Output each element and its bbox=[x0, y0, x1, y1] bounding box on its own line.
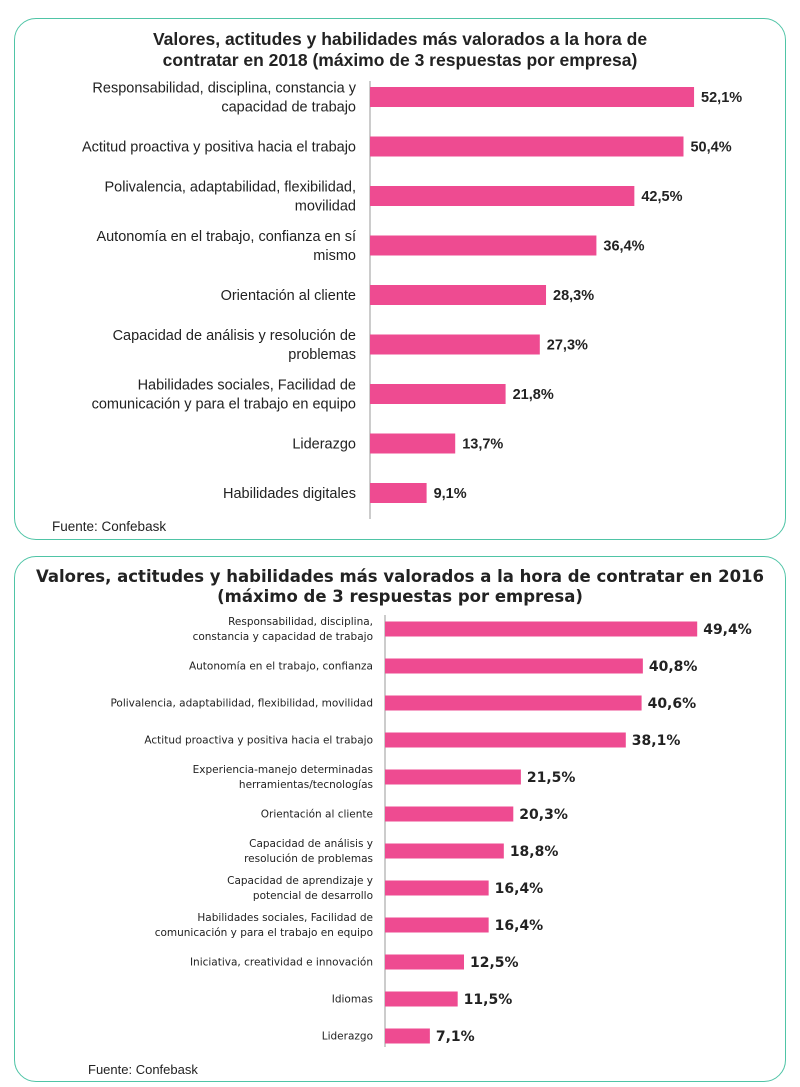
category-label-5-line-1: Experiencia-manejo determinadas bbox=[193, 764, 373, 776]
value-label-3: 40,6% bbox=[648, 696, 697, 712]
value-label-6: 20,3% bbox=[519, 807, 568, 823]
category-label-1-line-1: Responsabilidad, disciplina, bbox=[228, 616, 373, 628]
chart-title-2018-line-1: Valores, actitudes y habilidades más val… bbox=[152, 29, 648, 49]
value-label-10: 12,5% bbox=[470, 955, 519, 971]
bar-2 bbox=[370, 136, 684, 157]
bar-4 bbox=[385, 732, 626, 748]
bar-6 bbox=[370, 334, 540, 355]
bar-11 bbox=[385, 991, 458, 1007]
bar-7 bbox=[385, 843, 504, 859]
bar-12 bbox=[385, 1028, 430, 1044]
bar-6 bbox=[385, 806, 514, 822]
bar-9 bbox=[370, 483, 427, 503]
value-label-9: 9,1% bbox=[434, 486, 467, 502]
category-label-3-line-2: movilidad bbox=[295, 199, 356, 215]
value-label-5: 21,5% bbox=[527, 770, 576, 786]
bar-10 bbox=[385, 954, 464, 970]
category-label-9-line-2: comunicación y para el trabajo en equipo bbox=[155, 927, 373, 939]
category-label-3-line-1: Polivalencia, adaptabilidad, flexibilida… bbox=[105, 180, 357, 196]
bar-chart-2016: 49,4% Responsabilidad, disciplina, constan… bbox=[110, 615, 752, 1047]
category-label-6-line-1: Orientación al cliente bbox=[261, 809, 373, 821]
source-note-2016: Fuente: Confebask bbox=[88, 1062, 198, 1077]
bar-1 bbox=[370, 87, 695, 107]
chart-title-2016: Valores, actitudes y habilidades más val… bbox=[15, 567, 785, 607]
bar-4 bbox=[370, 235, 597, 256]
value-label-3: 42,5% bbox=[641, 189, 682, 205]
category-label-7-line-1: Capacidad de análisis y bbox=[249, 838, 373, 850]
category-label-11-line-1: Idiomas bbox=[332, 994, 373, 1006]
category-label-5-line-2: herramientas/tecnologías bbox=[239, 779, 373, 791]
category-label-7-line-2: comunicación y para el trabajo en equipo bbox=[92, 397, 356, 413]
category-label-9-line-1: Habilidades sociales, Facilidad de bbox=[197, 912, 373, 924]
category-label-4-line-1: Autonomía en el trabajo, confianza en sí bbox=[96, 229, 356, 245]
chart-title-2018: Valores, actitudes y habilidades más val… bbox=[15, 29, 785, 71]
value-label-1: 49,4% bbox=[703, 622, 752, 638]
bar-3 bbox=[385, 695, 642, 711]
category-label-7-line-1: Habilidades sociales, Facilidad de bbox=[138, 378, 356, 394]
category-label-1-line-2: constancia y capacidad de trabajo bbox=[193, 631, 373, 643]
value-label-4: 38,1% bbox=[632, 733, 681, 749]
value-label-11: 11,5% bbox=[464, 992, 513, 1008]
category-label-2-line-1: Actitud proactiva y positiva hacia el tr… bbox=[82, 140, 356, 156]
category-label-4-line-2: mismo bbox=[313, 248, 356, 264]
category-label-4-line-1: Actitud proactiva y positiva hacia el tr… bbox=[144, 735, 373, 747]
chart-panel-2016: Valores, actitudes y habilidades más val… bbox=[14, 556, 786, 1082]
value-label-1: 52,1% bbox=[701, 90, 742, 106]
bar-5 bbox=[370, 285, 547, 305]
bar-9 bbox=[385, 917, 489, 933]
bar-5 bbox=[385, 769, 521, 785]
chart-title-2018-line-2: contratar en 2018 (máximo de 3 respuesta… bbox=[162, 50, 638, 70]
value-label-5: 28,3% bbox=[553, 288, 594, 304]
value-label-9: 16,4% bbox=[495, 918, 544, 934]
chart-title-2016-line-1: Valores, actitudes y habilidades más val… bbox=[35, 567, 765, 586]
category-label-8-line-1: Liderazgo bbox=[292, 437, 356, 453]
bar-1 bbox=[385, 621, 698, 637]
bar-2 bbox=[385, 658, 643, 674]
source-note-2018: Fuente: Confebask bbox=[52, 519, 167, 534]
bar-8 bbox=[385, 880, 489, 896]
value-label-2: 40,8% bbox=[649, 659, 698, 675]
value-label-8: 13,7% bbox=[462, 437, 503, 453]
chart-title-2016-line-2: (máximo de 3 respuestas por empresa) bbox=[217, 587, 583, 606]
bar-3 bbox=[370, 186, 635, 206]
category-label-6-line-2: problemas bbox=[288, 347, 356, 363]
category-label-8-line-2: potencial de desarrollo bbox=[253, 890, 373, 902]
category-label-2-line-1: Autonomía en el trabajo, confianza bbox=[189, 661, 373, 673]
value-label-7: 18,8% bbox=[510, 844, 559, 860]
value-label-6: 27,3% bbox=[547, 338, 588, 354]
category-label-1-line-2: capacidad de trabajo bbox=[221, 100, 356, 116]
category-label-3-line-1: Polivalencia, adaptabilidad, flexibilida… bbox=[110, 698, 373, 710]
category-label-8-line-1: Capacidad de aprendizaje y bbox=[227, 875, 373, 887]
chart-panel-2018: Valores, actitudes y habilidades más val… bbox=[14, 18, 786, 540]
category-label-10-line-1: Iniciativa, creatividad e innovación bbox=[190, 957, 373, 969]
category-label-12-line-1: Liderazgo bbox=[322, 1031, 373, 1043]
category-label-9-line-1: Habilidades digitales bbox=[223, 486, 356, 502]
value-label-8: 16,4% bbox=[495, 881, 544, 897]
bar-8 bbox=[370, 433, 456, 454]
value-label-12: 7,1% bbox=[436, 1029, 475, 1045]
value-label-2: 50,4% bbox=[690, 140, 731, 156]
category-label-1-line-1: Responsabilidad, disciplina, constancia … bbox=[92, 81, 356, 97]
bar-chart-2018: 52,1% Responsabilidad, disciplina, consta… bbox=[82, 81, 742, 519]
category-label-7-line-2: resolución de problemas bbox=[244, 853, 373, 865]
category-label-6-line-1: Capacidad de análisis y resolución de bbox=[113, 328, 356, 344]
category-label-5-line-1: Orientación al cliente bbox=[221, 288, 356, 304]
value-label-4: 36,4% bbox=[603, 239, 644, 255]
value-label-7: 21,8% bbox=[513, 387, 554, 403]
bar-7 bbox=[370, 384, 506, 404]
